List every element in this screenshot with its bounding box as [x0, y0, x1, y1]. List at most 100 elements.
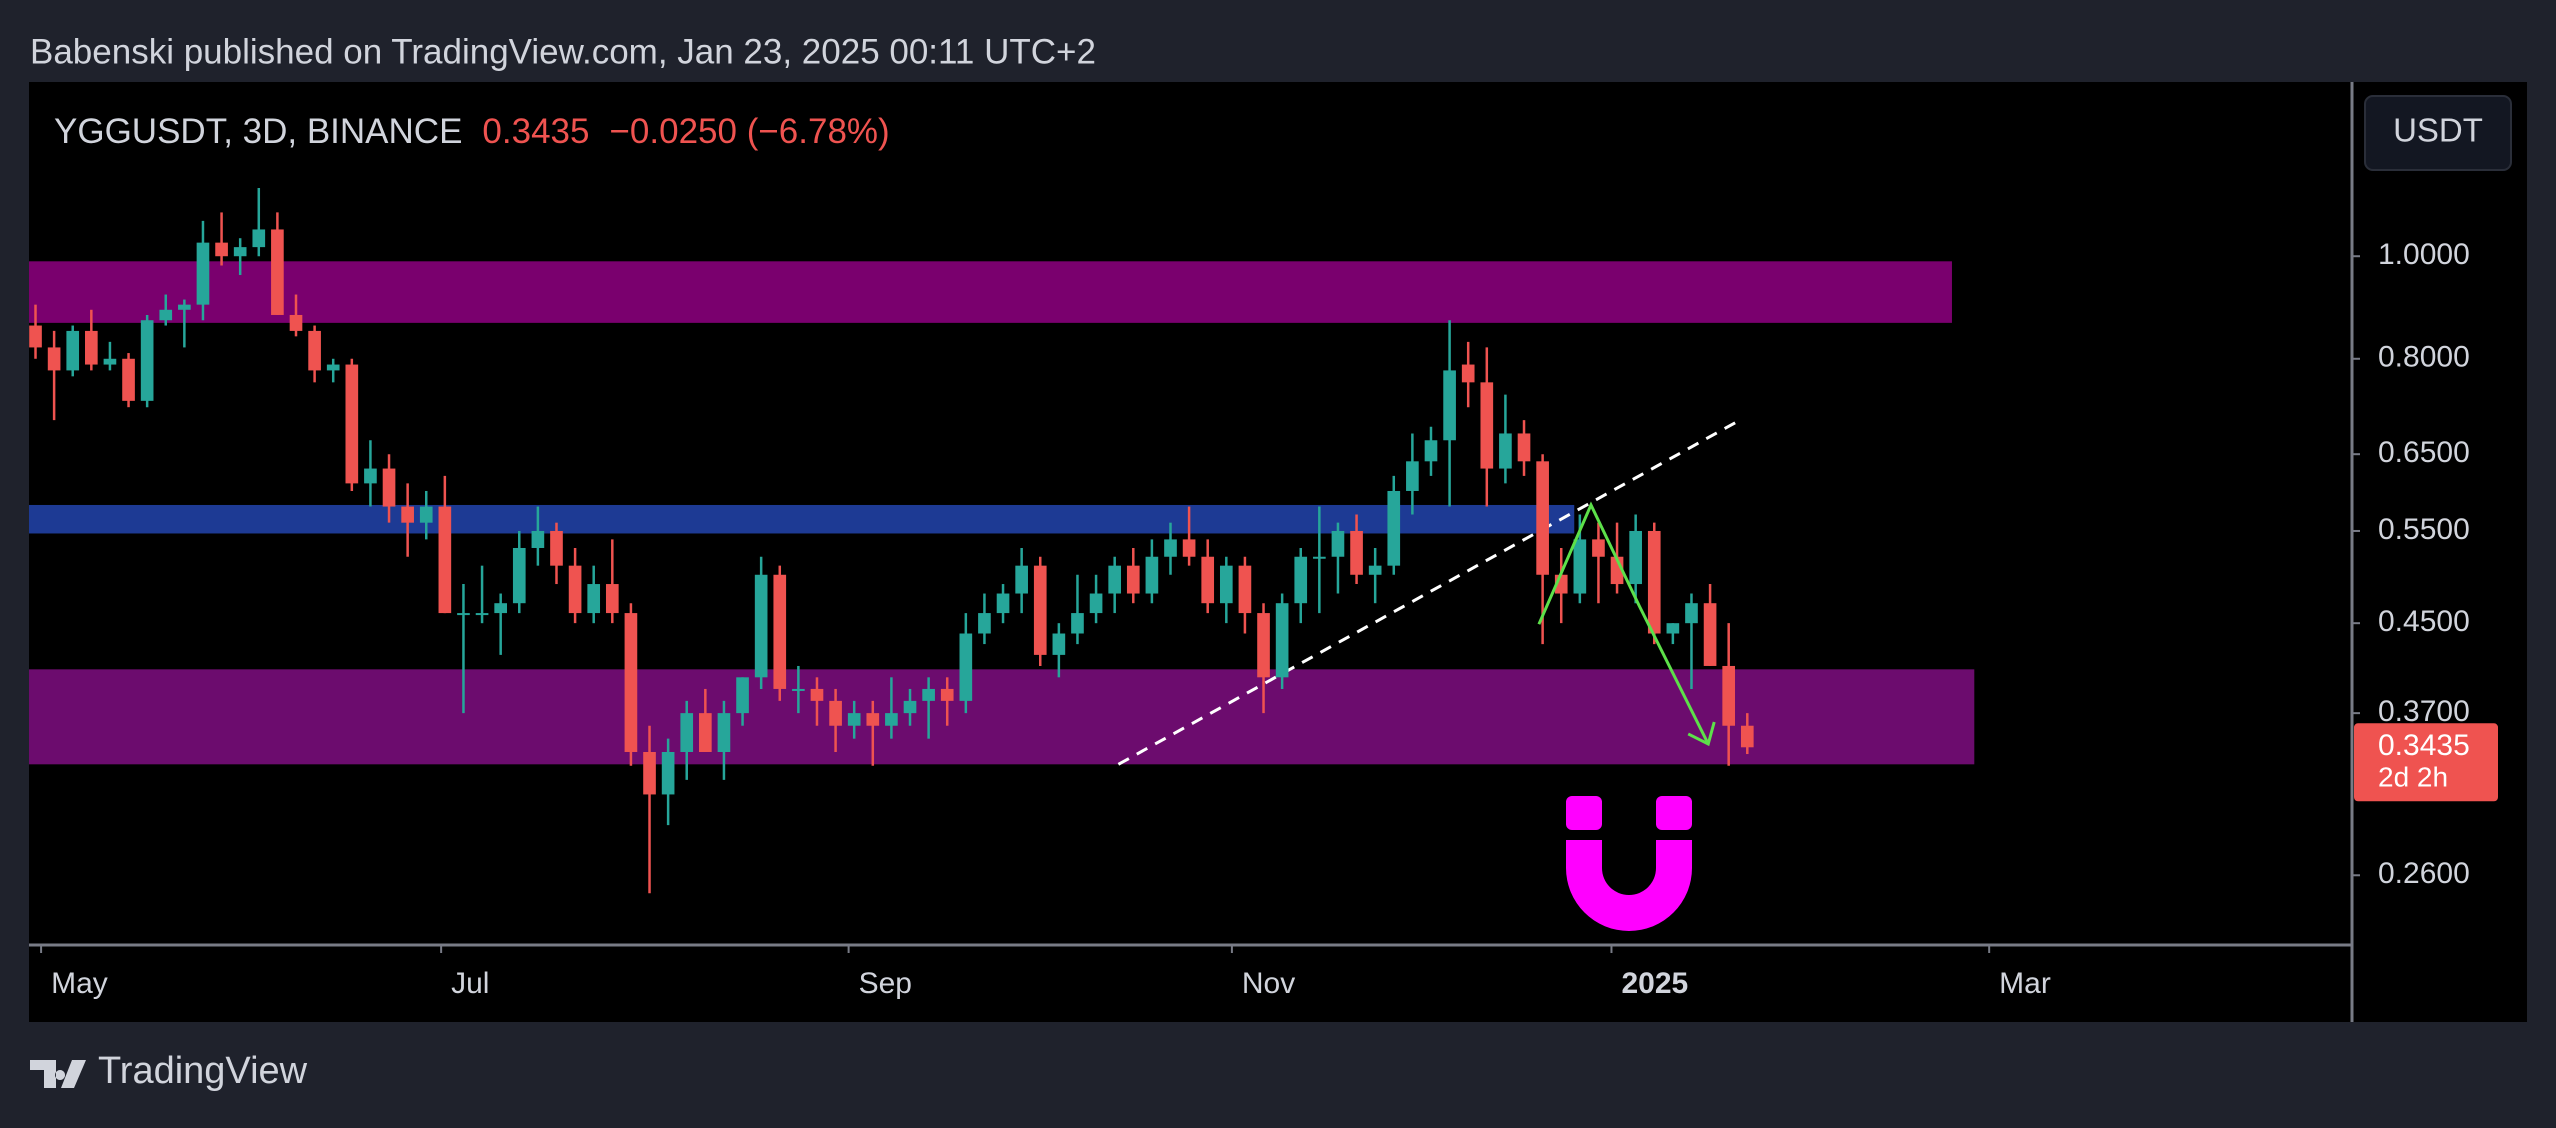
candle-body [271, 229, 284, 315]
candle-body [996, 593, 1010, 614]
candle-body [736, 677, 749, 714]
candle-body [1145, 556, 1159, 594]
candle-body [1536, 461, 1549, 575]
candle-body [699, 713, 712, 752]
price-change: −0.0250 (−6.78%) [609, 112, 889, 151]
candle-body [289, 314, 303, 331]
candle-body [475, 613, 489, 616]
symbol: YGGUSDT, 3D, BINANCE 0.3435 −0.0250 (−6.78… [54, 112, 890, 151]
chart-panel [29, 82, 2527, 1022]
candle-body [1108, 565, 1122, 594]
candle-body [959, 633, 973, 701]
candle-body [29, 325, 42, 348]
last-price-tag-label: 0.3435 [2378, 729, 2470, 762]
candle-body [1257, 613, 1270, 678]
candle-body [903, 700, 917, 714]
candle-body [1089, 593, 1103, 614]
y-tick-label: 0.6500 [2378, 436, 2470, 469]
y-tick-label: 0.2600 [2378, 857, 2470, 890]
symbol-name: YGGUSDT, 3D, BINANCE [54, 112, 462, 151]
candle-body [624, 613, 638, 752]
price-zone [29, 504, 1575, 534]
candle-body [345, 364, 359, 484]
candle-body [550, 530, 563, 566]
candle-body [810, 688, 824, 701]
candle-body [885, 713, 898, 726]
candle-body [866, 713, 880, 726]
candle-body [1406, 461, 1419, 491]
candle-body [382, 468, 396, 507]
y-tick-label: 0.3700 [2378, 695, 2470, 728]
candle-body [1685, 603, 1698, 624]
candle-body [1275, 603, 1289, 678]
x-tick-label: Mar [1999, 967, 2051, 1000]
price-zone [29, 261, 1952, 323]
candle-body [159, 309, 173, 321]
tradingview-logo [30, 1060, 86, 1088]
candle-body [1499, 433, 1512, 469]
candle-body [1201, 556, 1215, 604]
candle-body [1071, 613, 1084, 634]
candle-body [1480, 382, 1494, 469]
candle-body [1350, 530, 1363, 575]
candle-body [178, 304, 191, 310]
candle-body [1182, 539, 1196, 557]
magnet-icon [1566, 796, 1692, 931]
candle-body [103, 358, 117, 365]
candle-body [1219, 565, 1233, 604]
candle-body [1238, 565, 1252, 614]
candle-body [847, 713, 861, 726]
candle-body [940, 688, 954, 701]
candle-body [792, 688, 805, 691]
y-tick-label: 1.0000 [2378, 238, 2470, 271]
candle-body [773, 574, 787, 689]
candle-body [308, 330, 321, 371]
candle-body [1666, 623, 1680, 634]
candle-body [1331, 530, 1345, 557]
candle-body [754, 574, 768, 678]
y-tick-label: 0.4500 [2378, 605, 2470, 638]
candle-body [47, 347, 61, 371]
candle-body [680, 713, 694, 752]
candle-body [605, 584, 619, 614]
x-tick-label: Jul [451, 967, 489, 1000]
candle-body [1164, 539, 1177, 557]
trendline [1117, 418, 1741, 766]
candle-body [587, 584, 601, 614]
currency-button[interactable] [2364, 95, 2512, 171]
countdown-label: 2d 2h [2378, 762, 2448, 793]
price-zone [29, 669, 1975, 765]
candle-body [66, 330, 80, 371]
candle-body [661, 751, 675, 795]
candle-body [252, 229, 266, 248]
candle-body [140, 320, 154, 401]
candle-body [233, 247, 247, 257]
candle-body [643, 751, 656, 795]
candle-body [85, 330, 98, 365]
candle-body [1722, 665, 1736, 726]
candle-body [829, 700, 842, 726]
candle-body [494, 603, 507, 614]
candle-body [196, 242, 210, 305]
candle-body [1424, 440, 1438, 462]
candle-body [1592, 539, 1605, 557]
candle-body [438, 506, 452, 614]
projection-path [1537, 501, 1710, 745]
candle-body [1015, 565, 1028, 594]
x-tick-label: Nov [1242, 967, 1295, 1000]
candle-body [1033, 565, 1047, 655]
candle-body [457, 613, 470, 616]
candle-body [364, 468, 377, 484]
published-line: Babenski published on TradingView.com, J… [30, 32, 1096, 71]
candle-body [1573, 539, 1587, 594]
candle-body [326, 364, 340, 371]
y-tick-label: 0.5500 [2378, 513, 2470, 546]
candle-body [1629, 530, 1642, 585]
x-tick-label: Sep [859, 967, 912, 1000]
x-tick-label: 2025 [1621, 967, 1688, 1000]
candle-body [1517, 433, 1531, 462]
candle-body [922, 688, 935, 701]
candle-body [1647, 530, 1661, 634]
